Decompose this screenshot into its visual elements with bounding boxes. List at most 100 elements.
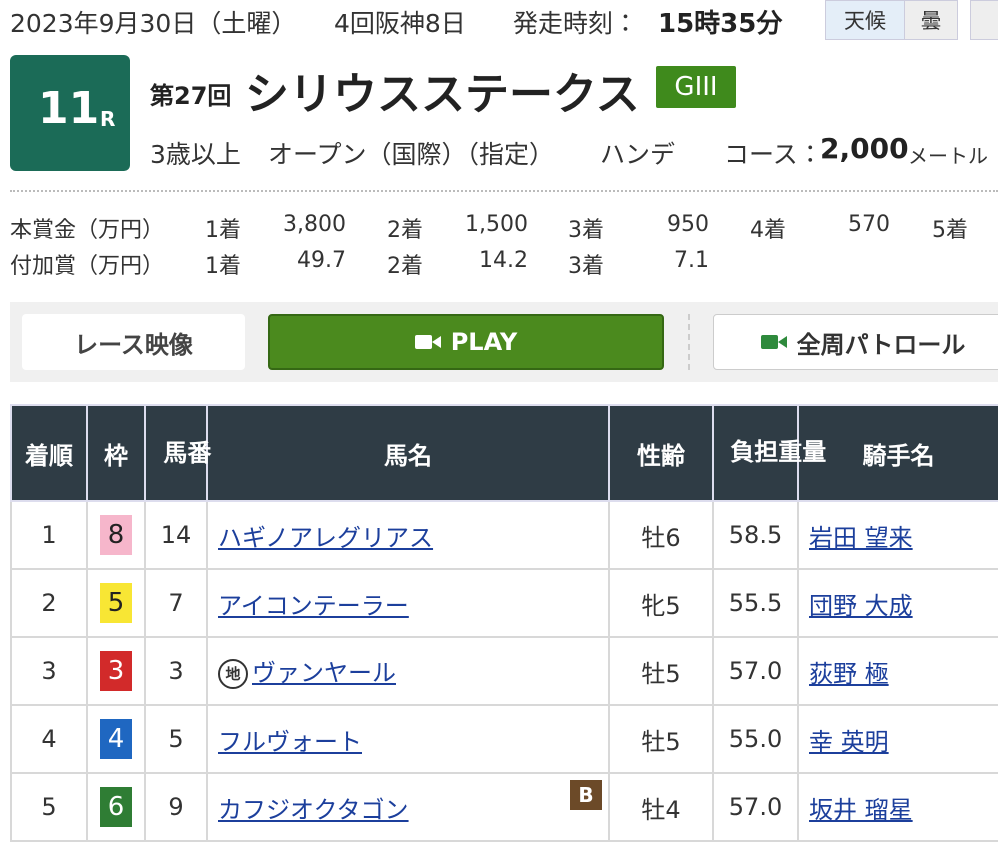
separator [688,314,690,370]
prize-place: 4着 [750,218,786,243]
result-table-wrap: 着順 枠 馬番 馬名 性齢 負担重量 騎手名 1 8 14 ハギノアレグリアス 牡6 58.5 岩田 望… [10,404,998,842]
prize-place: 2着 [387,218,423,243]
distance-unit: メートル [908,144,988,168]
jockey-name[interactable]: 岩田 望来 [809,523,913,552]
horse-number: 14 [144,500,208,570]
sex-age: 牝5 [608,568,714,638]
jockey-name[interactable]: 坂井 瑠星 [809,795,913,824]
result-row: 2 5 7 アイコンテーラー 牝5 55.5 団野 大成 [10,568,998,638]
horse-cell: アイコンテーラー [206,568,610,638]
weight: 55.0 [712,704,799,774]
race-number-box: 11 R [10,55,130,171]
camera-icon [760,335,787,349]
weight-rule: ハンデ [600,140,676,169]
jockey-cell: 岩田 望来 [797,500,998,570]
weight: 57.0 [712,772,799,842]
prize-amount: 14.2 [479,248,528,273]
race-class: オープン（国際）（指定） [268,140,555,169]
place: 4 [10,704,88,774]
prize-place: 1着 [205,254,241,279]
column-header: 性齢 [608,404,714,502]
prize-place: 2着 [387,254,423,279]
column-header: 枠 [86,404,146,502]
sex-age: 牡5 [608,636,714,706]
start-time: 15時35分 [658,9,783,39]
place: 3 [10,636,88,706]
frame-number: 8 [100,515,132,555]
frame-cell: 6 [86,772,146,842]
prize-place: 3着 [568,254,604,279]
patrol-label: 全周パトロール [796,330,966,359]
distance: 2,000 [820,132,909,165]
horse-number: 5 [144,704,208,774]
result-row: 5 6 9 カフジオクタゴン B 牡4 57.0 坂井 瑠星 [10,772,998,842]
jockey-cell: 幸 英明 [797,704,998,774]
horse-cell: カフジオクタゴン B [206,772,610,842]
prize-amount: 7.1 [674,248,709,273]
horse-name[interactable]: ヴァンヤール [252,659,396,687]
prize-label: 本賞金（万円） [10,218,165,243]
column-header: 着順 [10,404,88,502]
sex-age: 牡5 [608,704,714,774]
jockey-cell: 団野 大成 [797,568,998,638]
start-label: 発走時刻： [513,9,639,38]
table-body: 1 8 14 ハギノアレグリアス 牡6 58.5 岩田 望来 2 5 7 アイコンテーラー 牝5 55.… [10,500,998,842]
prize-amount: 1,500 [465,212,528,237]
weight: 55.5 [712,568,799,638]
frame-cell: 5 [86,568,146,638]
video-title: レース映像 [22,314,245,370]
column-header: 馬名 [206,404,610,502]
frame-cell: 8 [86,500,146,570]
meeting: 4回阪神8日 [334,9,466,38]
frame-number: 5 [100,583,132,623]
jockey-cell: 坂井 瑠星 [797,772,998,842]
frame-number: 4 [100,719,132,759]
camera-icon [414,335,441,349]
column-header: 騎手名 [797,404,998,502]
jockey-name[interactable]: 幸 英明 [809,727,889,756]
age: 3歳以上 [150,140,241,169]
weather-label: 天候 [825,0,905,40]
horse-cell: ハギノアレグリアス [206,500,610,570]
play-button[interactable]: PLAY [268,314,664,370]
date: 2023年9月30日（土曜） [10,9,297,38]
column-header-text: 性齢 [637,441,685,470]
video-bar: レース映像 PLAY 全周パトロール [10,302,998,382]
column-header-text: 負担重量 [730,438,827,467]
race-number: 11 [38,83,100,134]
jockey-name[interactable]: 団野 大成 [809,591,913,620]
horse-name[interactable]: カフジオクタゴン [218,795,409,824]
prize-amount: 3,800 [283,212,346,237]
track-box [970,0,998,40]
play-label: PLAY [450,328,518,356]
prize-place: 1着 [205,218,241,243]
prize-label: 付加賞（万円） [10,254,165,279]
header-row: 着順 枠 馬番 馬名 性齢 負担重量 騎手名 [10,404,998,502]
frame-number: 3 [100,651,132,691]
place: 2 [10,568,88,638]
prize-amount: 49.7 [297,248,346,273]
grade: GIII [656,66,736,108]
horse-number: 3 [144,636,208,706]
course-label: コース： [724,140,823,169]
horse-name[interactable]: ハギノアレグリアス [218,523,434,552]
sex-age: 牡4 [608,772,714,842]
horse-name[interactable]: フルヴォート [218,727,362,756]
horse-cell: 地ヴァンヤール [206,636,610,706]
prize-amount: 950 [667,212,709,237]
sex-age: 牡6 [608,500,714,570]
horse-number: 7 [144,568,208,638]
result-row: 1 8 14 ハギノアレグリアス 牡6 58.5 岩田 望来 [10,500,998,570]
horse-name[interactable]: アイコンテーラー [218,591,409,620]
jockey-cell: 荻野 極 [797,636,998,706]
patrol-button[interactable]: 全周パトロール [713,314,998,370]
divider [10,190,998,192]
column-header-text: 馬名 [384,441,432,470]
column-header-text: 着順 [25,441,73,470]
jockey-name[interactable]: 荻野 極 [809,659,889,688]
column-header: 馬番 [144,404,211,502]
place: 5 [10,772,88,842]
frame-cell: 3 [86,636,146,706]
weight: 57.0 [712,636,799,706]
column-header-text: 騎手名 [862,441,935,470]
